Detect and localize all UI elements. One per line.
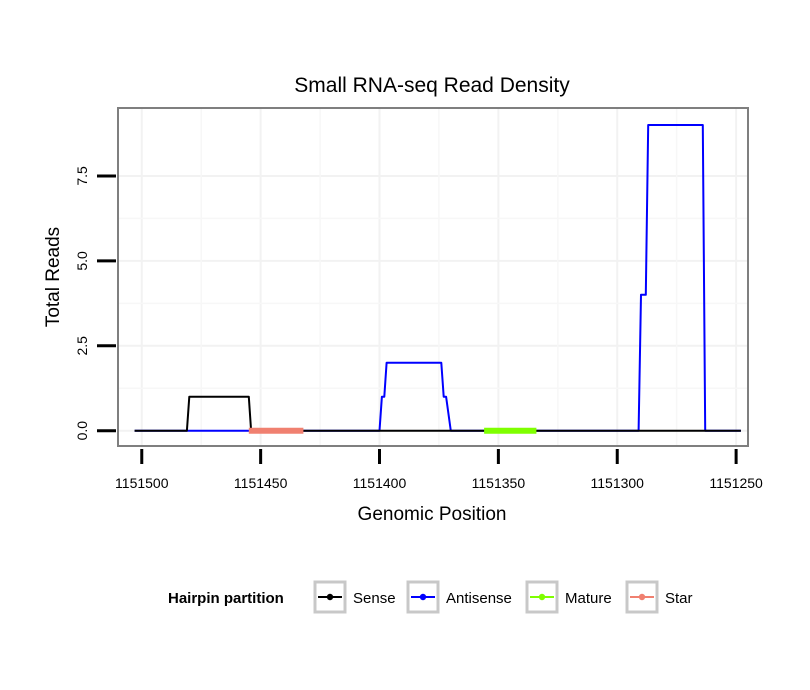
x-axis-title: Genomic Position [358,504,507,525]
x-tick-label: 1151250 [709,475,763,491]
legend-label: Antisense [446,590,512,607]
legend-key-dot [638,593,646,601]
y-tick-label: 2.5 [74,336,90,356]
x-tick-label: 1151400 [353,475,407,491]
legend-title: Hairpin partition [168,590,284,607]
legend-label: Star [665,590,693,607]
chart-title: Small RNA-seq Read Density [294,74,570,97]
legend-entry-sense: Sense [313,580,396,614]
y-tick-label: 5.0 [74,251,90,271]
legend-key-dot [419,593,427,601]
y-tick-label: 7.5 [74,166,90,186]
legend: Hairpin partition Sense Antisense Mature St… [168,580,693,614]
plot-border [117,107,749,447]
x-tick-label: 1151350 [472,475,526,491]
legend-entry-mature: Mature [525,580,612,614]
x-tick-label: 1151450 [234,475,288,491]
y-axis-title: Total Reads [43,227,64,327]
legend-key-dot [538,593,546,601]
legend-entry-star: Star [625,580,693,614]
series-antisense-line [134,124,741,432]
legend-key-dot [326,593,334,601]
grid [118,108,748,446]
legend-entry-antisense: Antisense [406,580,512,614]
y-tick-label: 0.0 [74,421,90,441]
x-axis: 1151500 1151450 1151400 1151350 1151300 11512… [115,449,763,491]
series-sense-line [134,395,741,432]
legend-label: Sense [353,590,396,607]
x-tick-label: 1151300 [591,475,645,491]
series-layer [134,124,741,434]
x-tick-label: 1151500 [115,475,169,491]
plot-panel [118,108,748,446]
y-axis: 0.0 2.5 5.0 7.5 [74,166,116,440]
legend-label: Mature [565,590,612,607]
